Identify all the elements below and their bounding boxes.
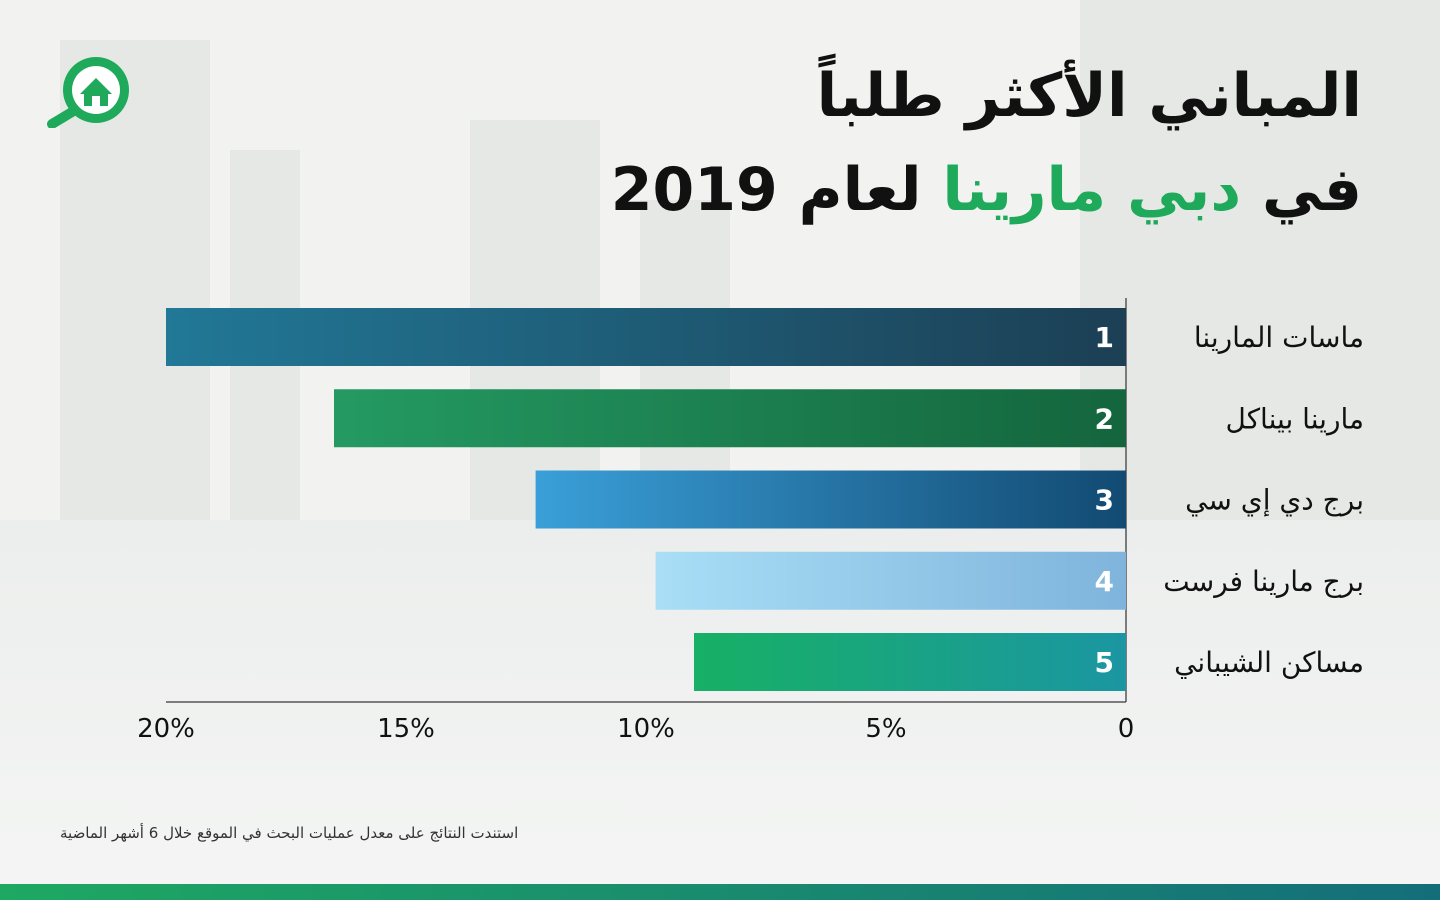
bar-rank-4: 4 <box>1095 565 1114 598</box>
x-tick-label: 10% <box>617 714 675 744</box>
category-label-4: برج مارينا فرست <box>1163 565 1364 599</box>
chart-title: المباني الأكثر طلباً في دبي مارينا لعام … <box>611 66 1362 220</box>
bottom-accent-bar <box>0 884 1440 900</box>
title-line-1: المباني الأكثر طلباً <box>816 61 1362 131</box>
x-tick-label: 20% <box>137 714 195 744</box>
bar-2 <box>334 389 1126 448</box>
bar-4 <box>655 551 1126 610</box>
bar-5 <box>694 633 1126 691</box>
x-tick-label: 0 <box>1118 714 1135 744</box>
bar-3 <box>535 470 1126 529</box>
title-prefix: في <box>1262 155 1362 225</box>
x-tick-label: 5% <box>865 714 906 744</box>
bar-rank-2: 2 <box>1095 402 1114 435</box>
category-label-5: مساكن الشيباني <box>1174 646 1364 679</box>
category-label-3: برج دي إي سي <box>1185 484 1364 518</box>
bar-1 <box>166 308 1126 366</box>
category-label-2: مارينا بيناكل <box>1226 402 1364 435</box>
bar-rank-5: 5 <box>1095 646 1114 679</box>
bar-rank-1: 1 <box>1095 321 1114 354</box>
title-accent: دبي مارينا <box>942 155 1242 225</box>
footnote: استندت النتائج على معدل عمليات البحث في … <box>60 824 519 842</box>
title-suffix: لعام 2019 <box>610 155 922 225</box>
x-tick-label: 15% <box>377 714 435 744</box>
category-label-1: ماسات المارينا <box>1194 321 1364 354</box>
home-search-icon <box>47 57 129 128</box>
title-line-2: في دبي مارينا لعام 2019 <box>611 160 1362 220</box>
bar-rank-3: 3 <box>1095 484 1114 517</box>
